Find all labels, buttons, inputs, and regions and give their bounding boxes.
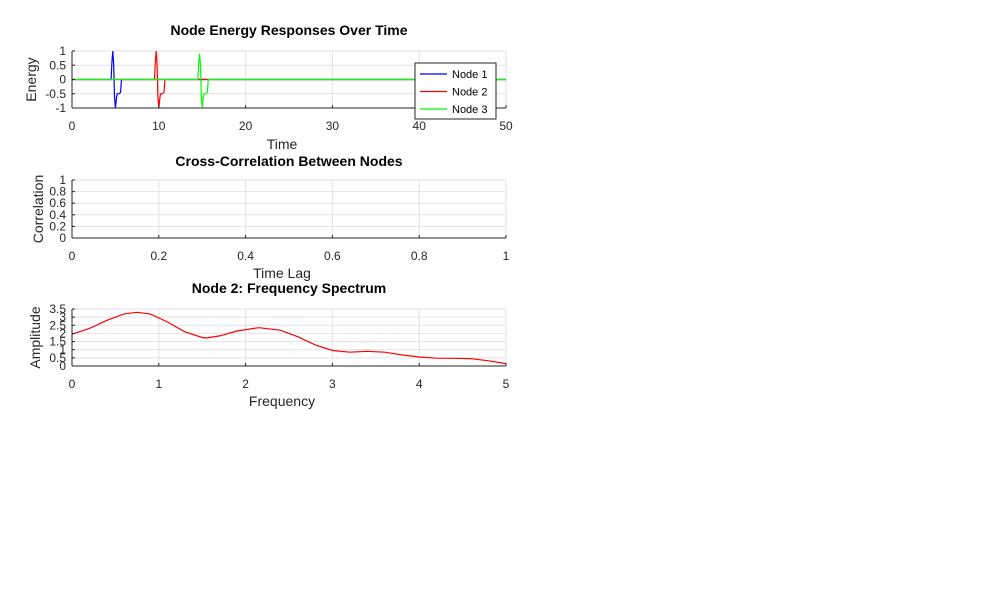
plot-area xyxy=(72,309,506,366)
y-tick-label: 3.5 xyxy=(49,302,66,316)
chart-title: Node Energy Responses Over Time xyxy=(170,22,407,38)
x-tick-label: 5 xyxy=(503,377,510,391)
series-line-node-3 xyxy=(72,53,506,109)
y-tick-label: 0.6 xyxy=(49,196,66,210)
x-tick-label: 0.2 xyxy=(150,249,167,263)
x-tick-label: 0 xyxy=(69,119,76,133)
y-tick-label: 2.5 xyxy=(49,318,66,332)
y-tick-label: 1 xyxy=(59,173,66,187)
y-tick-label: 0 xyxy=(59,359,66,373)
series-line-node-2 xyxy=(72,50,506,109)
y-tick-label: 0.5 xyxy=(49,58,66,72)
y-tick-label: 0 xyxy=(59,231,66,245)
x-tick-label: 1 xyxy=(155,377,162,391)
x-tick-label: 0.4 xyxy=(237,249,254,263)
y-tick-label: 0.4 xyxy=(49,208,66,222)
x-axis-label: Time Lag xyxy=(253,265,311,281)
x-tick-label: 0.6 xyxy=(324,249,341,263)
y-axis-label: Energy xyxy=(23,57,39,101)
x-tick-label: 20 xyxy=(239,119,253,133)
x-tick-label: 0 xyxy=(69,249,76,263)
y-tick-label: 1.5 xyxy=(49,335,66,349)
y-tick-label: 0.2 xyxy=(49,219,66,233)
x-tick-label: 40 xyxy=(413,119,427,133)
x-axis-label: Frequency xyxy=(249,393,315,409)
y-tick-label: 0.8 xyxy=(49,185,66,199)
x-tick-label: 3 xyxy=(329,377,336,391)
y-axis-label: Amplitude xyxy=(27,306,43,368)
x-tick-label: 4 xyxy=(416,377,423,391)
chart-2: 0 0.2 0.4 0.6 0.8 100.20.40.60.81Cross-Correl… xyxy=(30,153,510,281)
legend-entry: Node 2 xyxy=(452,87,487,99)
x-tick-label: 0 xyxy=(69,377,76,391)
plot-area xyxy=(72,180,506,238)
legend: Node 1 Node 2 Node 3 xyxy=(414,62,497,120)
series-line-node-1 xyxy=(72,50,506,109)
chart-title: Node 2: Frequency Spectrum xyxy=(192,280,387,296)
y-tick-label: -0.5 xyxy=(45,87,66,101)
y-tick-label: 0 xyxy=(59,73,66,87)
x-tick-label: 0.8 xyxy=(411,249,428,263)
legend-entry: Node 3 xyxy=(452,104,487,116)
x-tick-label: 2 xyxy=(242,377,249,391)
chart-title: Cross-Correlation Between Nodes xyxy=(175,153,402,169)
x-tick-label: 10 xyxy=(152,119,166,133)
series-line-1 xyxy=(72,311,506,365)
x-axis-label: Time xyxy=(267,136,298,152)
y-tick-label: 1 xyxy=(59,343,66,357)
y-tick-label: 0.5 xyxy=(49,351,66,365)
x-tick-label: 50 xyxy=(499,119,513,133)
y-tick-label: 2 xyxy=(59,326,66,340)
legend-entry: Node 1 xyxy=(452,69,487,81)
x-tick-label: 1 xyxy=(503,249,510,263)
y-tick-label: 1 xyxy=(59,44,66,58)
y-axis-label: Correlation xyxy=(30,175,46,243)
x-tick-label: 30 xyxy=(326,119,340,133)
y-tick-label: -1 xyxy=(55,101,66,115)
y-tick-label: 3 xyxy=(59,310,66,324)
